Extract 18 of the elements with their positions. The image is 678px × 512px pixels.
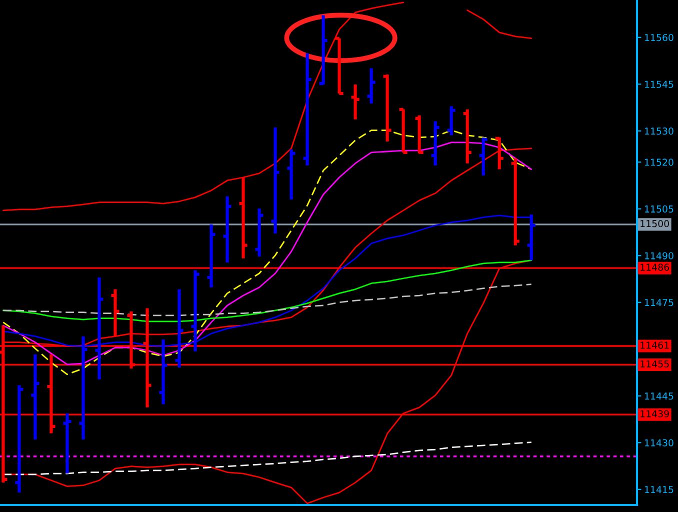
y-tick-label: 11530 [644,128,674,135]
y-tick-label: 11520 [644,158,674,166]
y-tick-label: 11445 [644,392,674,400]
y-tick-label: 11475 [644,299,674,306]
ref-line-label: 11461 [640,342,669,349]
ref-line-label: 11486 [640,264,669,271]
ref-line-label: 11455 [640,360,669,368]
ref-line-label: 11500 [640,220,669,228]
y-tick-label: 11430 [644,439,674,446]
line-series [2,442,532,476]
line-series [2,260,532,322]
ref-line-label: 11439 [640,410,669,418]
y-tick-label: 11490 [644,252,674,260]
y-tick-label: 11545 [644,80,674,88]
line-series [2,284,532,316]
y-tick-label: 11505 [644,205,674,213]
y-tick-label: 11415 [644,486,674,494]
y-tick-label: 11560 [644,34,674,42]
